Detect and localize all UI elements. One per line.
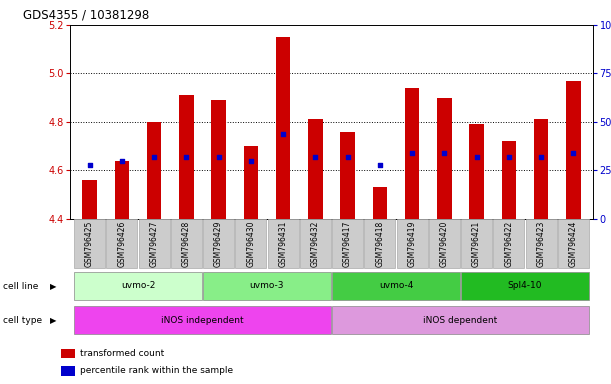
Text: cell line: cell line bbox=[3, 281, 38, 291]
Text: GSM796428: GSM796428 bbox=[182, 221, 191, 267]
Text: percentile rank within the sample: percentile rank within the sample bbox=[81, 366, 233, 376]
Text: cell type: cell type bbox=[3, 316, 42, 325]
Bar bbox=[82, 180, 97, 219]
Bar bbox=[461, 219, 492, 268]
Bar bbox=[437, 98, 452, 219]
Bar bbox=[308, 119, 323, 219]
Point bbox=[278, 131, 288, 137]
Bar bbox=[397, 219, 428, 268]
Point bbox=[149, 154, 159, 160]
Point bbox=[117, 158, 126, 164]
Bar bbox=[429, 219, 460, 268]
Bar bbox=[364, 219, 395, 268]
Bar bbox=[139, 219, 170, 268]
Bar bbox=[171, 219, 202, 268]
Text: GSM796418: GSM796418 bbox=[375, 221, 384, 267]
Point bbox=[472, 154, 481, 160]
Bar bbox=[405, 88, 419, 219]
Text: Spl4-10: Spl4-10 bbox=[508, 281, 542, 290]
Bar bbox=[566, 81, 580, 219]
Text: transformed count: transformed count bbox=[81, 349, 164, 358]
Bar bbox=[340, 132, 355, 219]
Text: GSM796429: GSM796429 bbox=[214, 221, 223, 267]
Text: GSM796421: GSM796421 bbox=[472, 221, 481, 267]
Point bbox=[536, 154, 546, 160]
Bar bbox=[332, 306, 589, 334]
Text: uvmo-3: uvmo-3 bbox=[250, 281, 284, 290]
Point bbox=[407, 150, 417, 156]
Text: ▶: ▶ bbox=[50, 316, 57, 325]
Point bbox=[181, 154, 191, 160]
Text: GSM796430: GSM796430 bbox=[246, 220, 255, 267]
Text: ▶: ▶ bbox=[50, 281, 57, 291]
Bar bbox=[203, 219, 234, 268]
Point bbox=[246, 158, 256, 164]
Bar bbox=[268, 219, 299, 268]
Point bbox=[214, 154, 224, 160]
Bar bbox=[469, 124, 484, 219]
Bar bbox=[332, 271, 460, 300]
Text: GSM796432: GSM796432 bbox=[311, 221, 320, 267]
Text: GSM796417: GSM796417 bbox=[343, 221, 352, 267]
Text: GSM796424: GSM796424 bbox=[569, 221, 578, 267]
Bar bbox=[74, 271, 202, 300]
Text: GSM796419: GSM796419 bbox=[408, 221, 417, 267]
Text: GSM796420: GSM796420 bbox=[440, 221, 449, 267]
Text: GSM796422: GSM796422 bbox=[504, 221, 513, 267]
Bar bbox=[211, 100, 226, 219]
Bar bbox=[106, 219, 137, 268]
Text: GSM796425: GSM796425 bbox=[85, 221, 94, 267]
Bar bbox=[147, 122, 161, 219]
Bar bbox=[300, 219, 331, 268]
Text: GSM796427: GSM796427 bbox=[150, 221, 159, 267]
Bar bbox=[493, 219, 524, 268]
Bar bbox=[235, 219, 266, 268]
Point bbox=[504, 154, 514, 160]
Bar bbox=[74, 219, 105, 268]
Bar bbox=[61, 366, 75, 376]
Bar bbox=[203, 271, 331, 300]
Bar bbox=[179, 95, 194, 219]
Text: GDS4355 / 10381298: GDS4355 / 10381298 bbox=[23, 9, 150, 22]
Bar bbox=[115, 161, 129, 219]
Point bbox=[568, 150, 578, 156]
Bar bbox=[74, 306, 331, 334]
Text: GSM796431: GSM796431 bbox=[279, 221, 288, 267]
Bar bbox=[332, 219, 363, 268]
Bar bbox=[373, 187, 387, 219]
Text: iNOS dependent: iNOS dependent bbox=[423, 316, 497, 325]
Point bbox=[85, 162, 95, 168]
Text: GSM796423: GSM796423 bbox=[536, 221, 546, 267]
Text: uvmo-2: uvmo-2 bbox=[121, 281, 155, 290]
Point bbox=[375, 162, 385, 168]
Bar bbox=[244, 146, 258, 219]
Bar bbox=[461, 271, 589, 300]
Text: GSM796426: GSM796426 bbox=[117, 221, 126, 267]
Bar bbox=[558, 219, 589, 268]
Point bbox=[310, 154, 320, 160]
Point bbox=[343, 154, 353, 160]
Text: iNOS independent: iNOS independent bbox=[161, 316, 244, 325]
Bar bbox=[502, 141, 516, 219]
Point bbox=[439, 150, 449, 156]
Bar bbox=[525, 219, 557, 268]
Bar bbox=[276, 37, 290, 219]
Bar bbox=[61, 349, 75, 358]
Text: uvmo-4: uvmo-4 bbox=[379, 281, 413, 290]
Bar bbox=[534, 119, 548, 219]
